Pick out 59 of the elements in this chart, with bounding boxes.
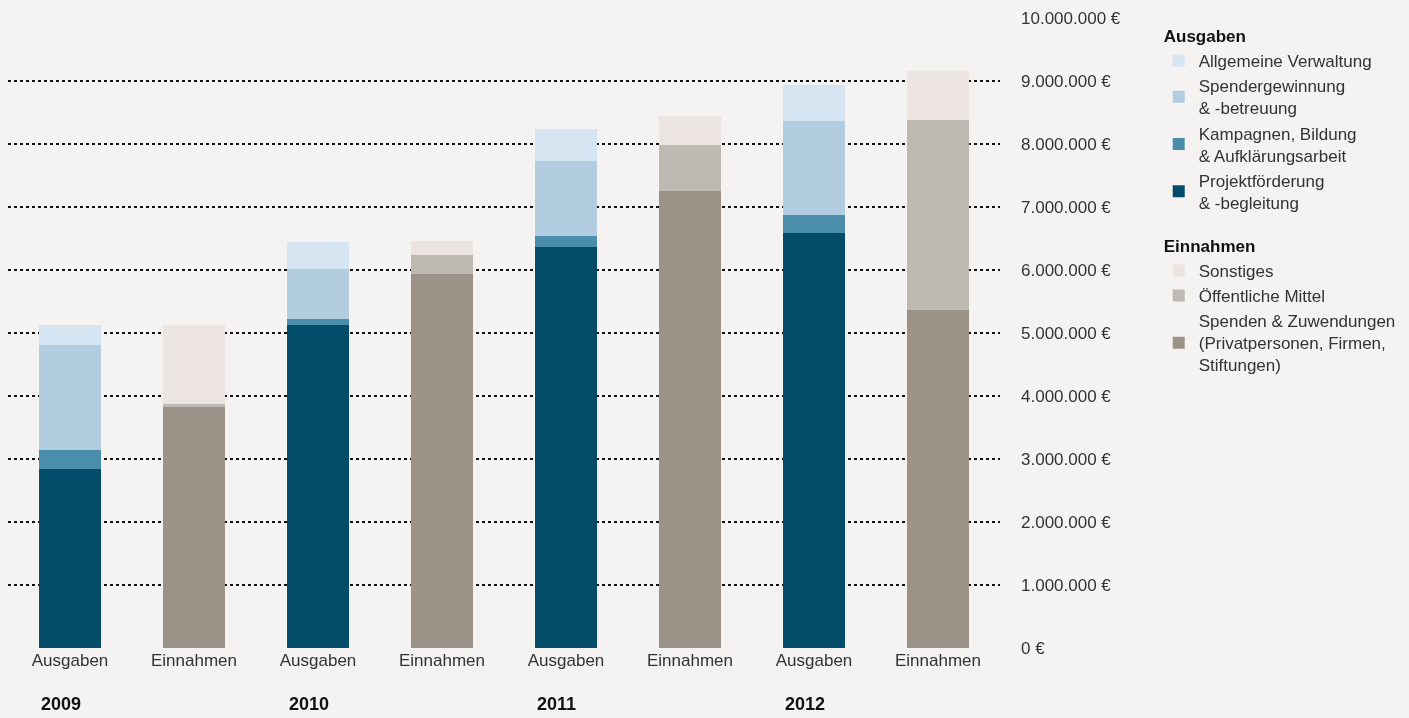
text: 2009 — [41, 694, 82, 714]
bar — [659, 145, 721, 192]
bar — [287, 318, 349, 325]
legend-label: Kampagnen, Bildung & Aufklärungsarbeit — [1198, 124, 1357, 166]
bar — [783, 85, 845, 122]
y-tick-label: 3.000.000 € — [1021, 449, 1112, 469]
legend-label: Spendergewinnung & -betreuung — [1198, 77, 1346, 119]
x-tick-label: Ausgaben — [775, 651, 853, 670]
y-tick-label: 8.000.000 € — [1021, 134, 1112, 154]
bar — [907, 70, 969, 121]
bar — [535, 128, 597, 162]
x-tick-label: Einnahmen — [646, 651, 734, 670]
y-tick-label: 0 € — [1021, 638, 1046, 658]
bar — [287, 324, 349, 648]
y-tick-label: 9.000.000 € — [1021, 71, 1112, 91]
text: Ausgaben — [1163, 27, 1246, 47]
text: 2011 — [537, 694, 577, 714]
y-tick-label: 1.000.000 € — [1021, 575, 1112, 595]
y-tick-label: 6.000.000 € — [1021, 260, 1112, 280]
legend-label: Projektförderung & -begleitung — [1198, 171, 1325, 213]
bar — [535, 161, 597, 236]
bar — [39, 324, 101, 345]
legend-label: Sonstiges — [1198, 262, 1274, 282]
x-tick-label: Ausgaben — [31, 651, 109, 670]
bar — [411, 241, 473, 255]
y-tick-label: 7.000.000 € — [1021, 197, 1112, 217]
bar — [659, 116, 721, 146]
x-tick-label: Ausgaben — [527, 651, 605, 670]
bar — [163, 325, 225, 404]
bar — [907, 309, 969, 648]
legend-label: Öffentliche Mittel — [1198, 287, 1326, 307]
bar — [535, 235, 597, 248]
text: 2012 — [785, 694, 826, 714]
bar — [783, 233, 845, 648]
bar — [39, 344, 101, 451]
legend-label: Spenden & Zuwendungen (Privatpersonen, Firmen, Stiftungen) — [1198, 312, 1396, 376]
bar — [783, 121, 845, 215]
x-tick-label: Einnahmen — [398, 651, 486, 670]
bar — [287, 269, 349, 319]
x-tick-label: Ausgaben — [279, 651, 357, 670]
bar — [163, 407, 225, 648]
y-tick-label: 10.000.000 € — [1021, 8, 1121, 28]
bar — [783, 214, 845, 234]
y-tick-label: 4.000.000 € — [1021, 386, 1112, 406]
text: Einnahmen — [1163, 236, 1256, 256]
y-tick-label: 2.000.000 € — [1021, 512, 1112, 532]
bar — [39, 469, 101, 648]
bar — [535, 247, 597, 648]
legend-label: Allgemeine Verwaltung — [1198, 52, 1372, 72]
y-tick-label: 5.000.000 € — [1021, 323, 1112, 343]
bar — [411, 273, 473, 648]
bar — [287, 242, 349, 270]
bar — [907, 120, 969, 310]
x-tick-label: Einnahmen — [894, 651, 982, 670]
bar — [411, 254, 473, 274]
bar — [659, 191, 721, 648]
bar — [39, 450, 101, 470]
text: 2010 — [289, 694, 330, 714]
x-tick-label: Einnahmen — [150, 651, 238, 670]
